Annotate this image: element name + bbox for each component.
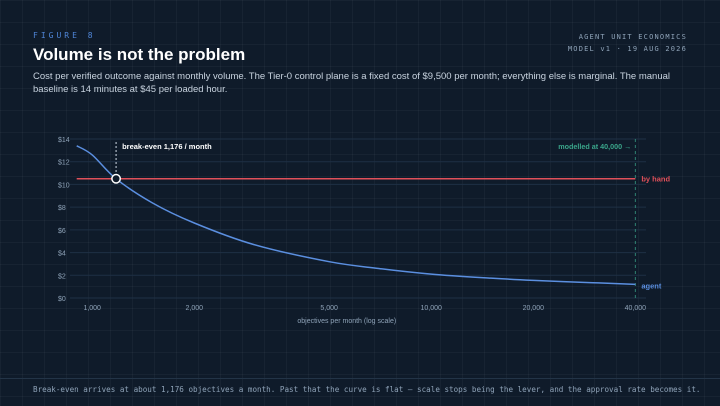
footer-note: Break-even arrives at about 1,176 object… [33, 385, 701, 394]
x-tick-label: 40,000 [625, 305, 647, 312]
agent-series-label: agent [641, 281, 662, 290]
x-tick-label: 5,000 [320, 305, 338, 312]
by-hand-series-label: by hand [641, 174, 670, 183]
chart-title: Volume is not the problem [33, 45, 246, 64]
agent-series-line [76, 145, 636, 286]
x-tick-label: 20,000 [523, 305, 545, 312]
y-tick-label: $8 [58, 205, 66, 212]
y-tick-label: $12 [58, 160, 70, 167]
x-tick-label: 1,000 [83, 305, 101, 312]
x-axis-label: objectives per month (log scale) [297, 318, 396, 325]
brand-title: AGENT UNIT ECONOMICS [578, 33, 687, 41]
break-even-point [111, 173, 122, 184]
y-tick-label: $2 [58, 273, 66, 280]
footer-divider [0, 378, 720, 379]
y-tick-label: $6 [58, 228, 66, 235]
y-tick-label: $10 [58, 182, 70, 189]
y-tick-label: $4 [58, 251, 66, 258]
report-brand: AGENT UNIT ECONOMICS MODEL v1 · 19 AUG 2… [568, 31, 687, 55]
brand-model-date: MODEL v1 · 19 AUG 2026 [567, 45, 687, 53]
x-tick-label: 2,000 [185, 305, 203, 312]
chart-subtitle: Cost per verified outcome against monthl… [33, 71, 671, 95]
y-tick-label: $14 [58, 137, 70, 144]
y-tick-label: $0 [58, 296, 66, 303]
x-tick-label: 10,000 [421, 305, 443, 312]
figure-label: FIGURE 8 [33, 31, 96, 40]
break-even-label: break-even 1,176 / month [122, 142, 212, 151]
modelled-label: modelled at 40,000 → [558, 142, 631, 151]
